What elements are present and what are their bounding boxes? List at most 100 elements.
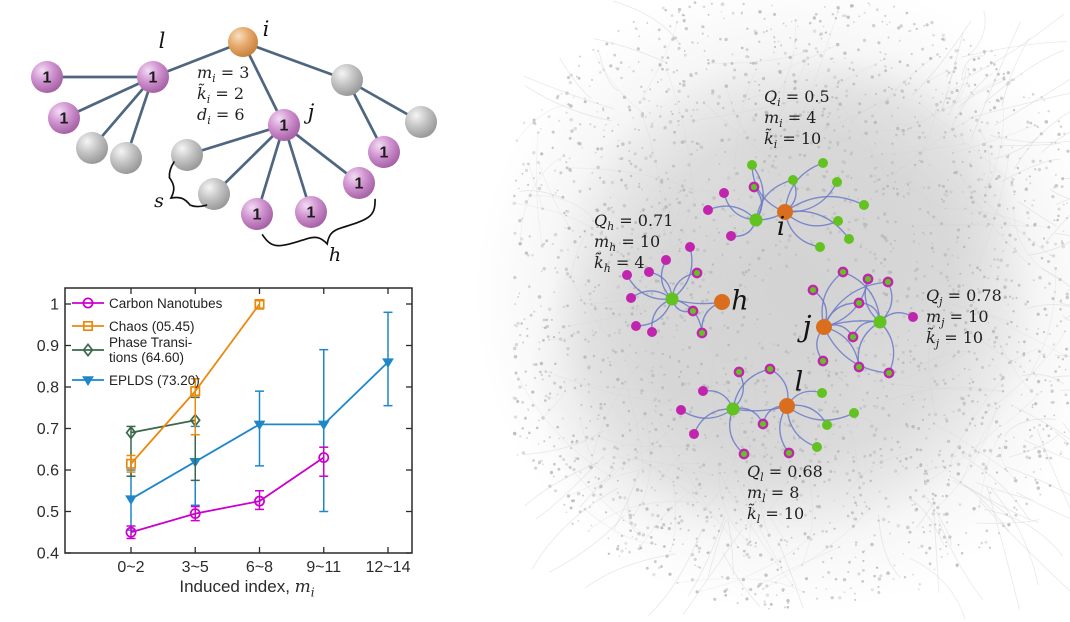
leaf-node-green <box>747 160 757 170</box>
ego-hub-node <box>726 402 740 416</box>
brace-s <box>168 161 208 208</box>
leaf-node-ringed <box>853 361 865 373</box>
leaf-node-magenta <box>685 242 695 252</box>
ego-hub-node <box>873 315 887 329</box>
leaf-node-ringed <box>757 418 769 430</box>
leaf-node-magenta <box>631 321 641 331</box>
tree-node-j <box>268 109 300 141</box>
series-carbon-nanotubes <box>125 446 330 540</box>
legend-label: Chaos (05.45) <box>109 319 195 334</box>
leaf-node-magenta <box>644 267 654 277</box>
tree-node-h2 <box>295 196 327 228</box>
legend-item: Chaos (05.45) <box>72 319 195 334</box>
legend-item: Phase Transi-tions (64.60) <box>72 335 192 365</box>
leaf-node-ringed <box>882 276 894 288</box>
tree-node-h1 <box>241 198 273 230</box>
leaf-node-ringed <box>733 366 745 378</box>
tree-node-s2 <box>198 178 230 210</box>
tree-node-value: 1 <box>253 207 262 224</box>
leaf-node-ringed <box>696 327 708 339</box>
series-phase-transitions-64-60- <box>125 396 201 482</box>
y-tick-label: 0.9 <box>37 338 59 355</box>
legend-item: Carbon Nanotubes <box>72 296 223 311</box>
leaf-node-magenta <box>908 312 918 322</box>
tree-node-value: 1 <box>43 70 52 87</box>
tree-braces <box>168 161 376 247</box>
legend-label: EPLDS (73.20) <box>109 373 200 388</box>
ego-network-l <box>676 363 859 460</box>
ego-edge <box>784 195 865 213</box>
tree-node-R3 <box>368 136 400 168</box>
tree-node-R2 <box>405 106 437 138</box>
tree-edge <box>242 40 348 82</box>
x-tick-label: 12~14 <box>366 559 411 576</box>
leaf-node-green <box>815 242 825 252</box>
tree-node-value: 1 <box>307 205 316 222</box>
leaf-node-magenta <box>689 429 699 439</box>
legend-item: EPLDS (73.20) <box>72 373 200 388</box>
tree-node-R1 <box>331 64 363 96</box>
series-chaos-05-45- <box>125 298 265 473</box>
tree-node-value: 1 <box>355 176 364 193</box>
series-line <box>130 456 325 534</box>
leaf-node-green <box>817 388 827 398</box>
y-tick-label: 0.8 <box>37 380 59 397</box>
leaf-node-green <box>833 216 843 226</box>
leaf-node-magenta <box>703 205 713 215</box>
series-line <box>130 303 261 465</box>
x-tick-label: 9~11 <box>306 559 341 576</box>
leaf-node-green <box>849 408 859 418</box>
tree-node-i <box>228 27 258 57</box>
leaf-node-ringed <box>883 367 895 379</box>
tree-node-value: 1 <box>380 145 389 162</box>
leaf-node-magenta <box>698 386 708 396</box>
ego-edge <box>823 326 890 374</box>
tree-node-value: 1 <box>280 118 289 135</box>
chart-legend: Carbon Nanotubes Chaos (05.45)Phase Trans… <box>72 296 223 388</box>
tree-node-h3 <box>343 167 375 199</box>
leaf-node-magenta <box>626 293 636 303</box>
leaf-node-green <box>832 177 842 187</box>
y-tick-label: 1 <box>50 297 59 314</box>
leaf-node-ringed <box>738 448 750 460</box>
leaf-node-ringed <box>807 284 819 296</box>
x-tick-label: 6~8 <box>246 559 273 576</box>
ego-hub-node <box>665 292 679 306</box>
tree-edge <box>63 75 154 120</box>
leaf-node-green <box>788 175 798 185</box>
legend-label: Carbon Nanotubes <box>109 296 223 311</box>
ego-network-i <box>703 158 869 252</box>
leaf-node-ringed <box>837 266 849 278</box>
brace-h <box>261 198 376 247</box>
y-tick-label: 0.6 <box>37 463 59 480</box>
leaf-node-magenta <box>622 270 632 280</box>
y-tick-label: 0.5 <box>37 504 59 521</box>
line-chart-svg: 0~2 3~5 6~8 9~11 12~14 0.4 0.5 0.6 0.7 0.8 0.9 1 Car… <box>37 287 413 576</box>
legend-label: tions (64.60) <box>109 350 184 365</box>
tree-node-A <box>31 61 63 93</box>
leaf-node-magenta <box>719 188 729 198</box>
ego-center-node-l <box>779 398 795 414</box>
tree-node-l <box>137 61 169 93</box>
leaf-node-green <box>859 200 869 210</box>
leaf-node-magenta <box>726 231 736 241</box>
leaf-node-magenta <box>647 327 657 337</box>
tree-node-value: 1 <box>60 111 69 128</box>
tree-node-C <box>76 132 108 164</box>
leaf-node-green <box>822 420 832 430</box>
hairball-dots <box>512 1 1070 610</box>
ego-network-h <box>622 242 730 339</box>
leaf-node-ringed <box>764 363 776 375</box>
tree-node-D <box>110 142 142 174</box>
ego-center-node-i <box>777 204 793 220</box>
tree-edge <box>152 40 244 79</box>
y-tick-label: 0.7 <box>37 421 59 438</box>
leaf-node-ringed <box>817 355 829 367</box>
ego-center-node-j <box>816 319 832 335</box>
leaf-node-ringed <box>748 181 760 193</box>
leaf-node-green <box>812 442 822 452</box>
